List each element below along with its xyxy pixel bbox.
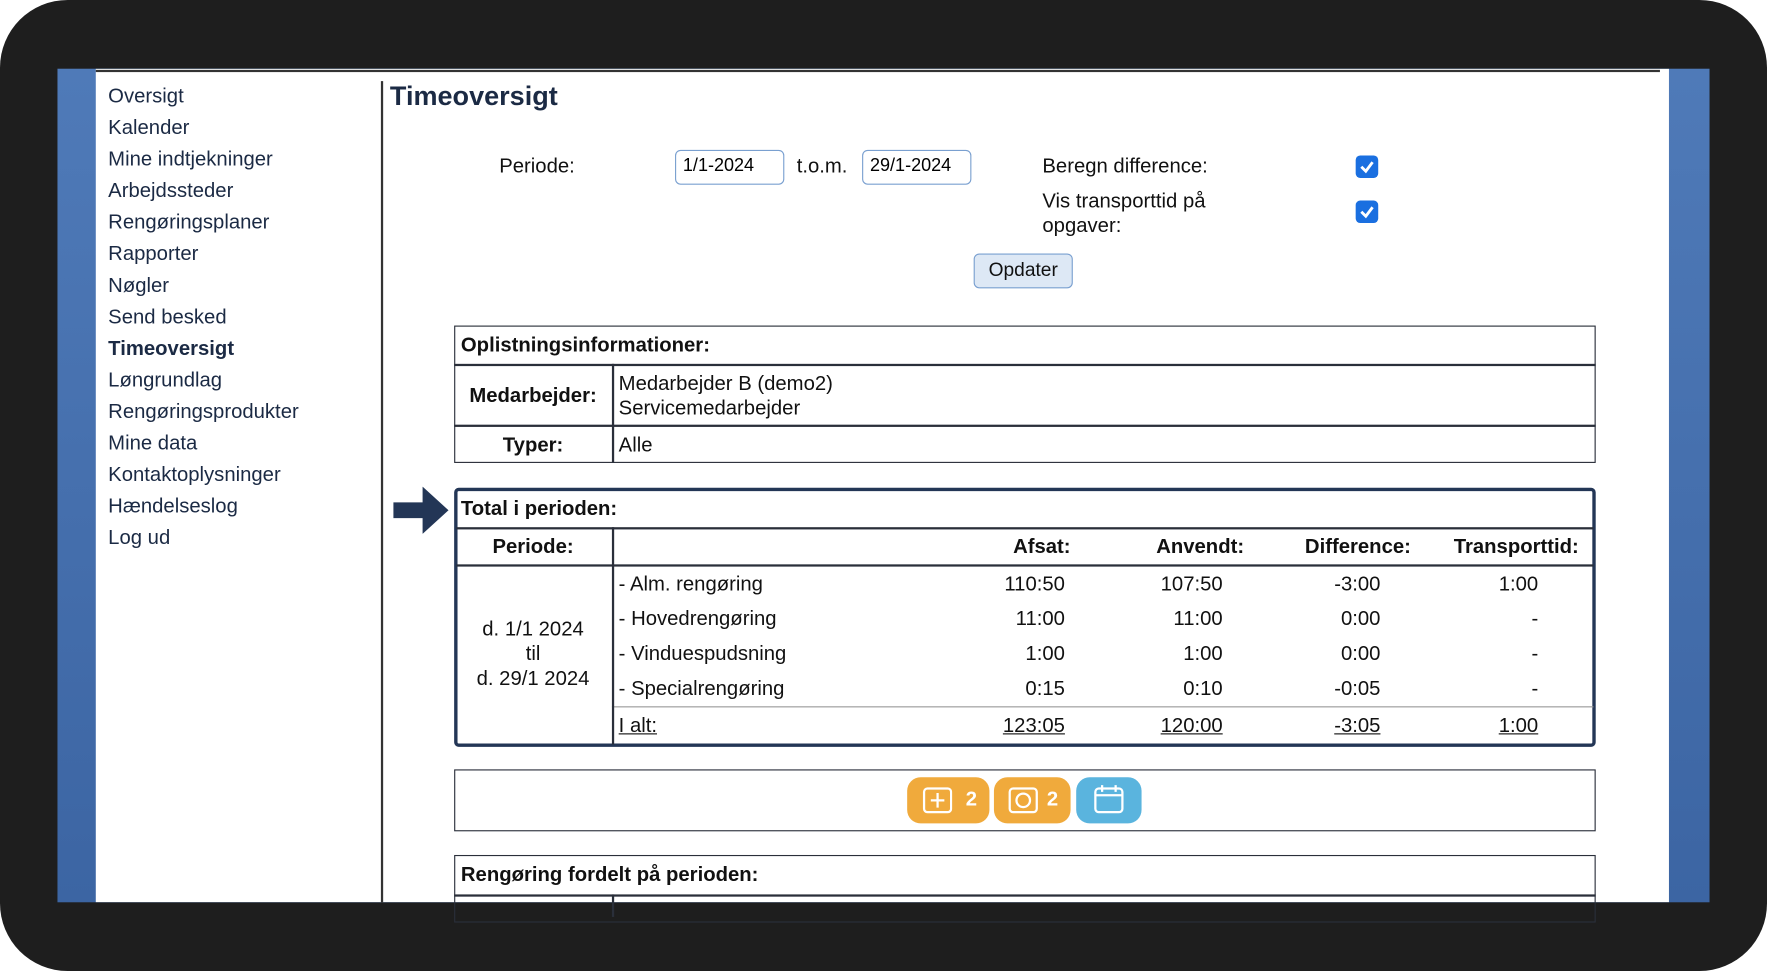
column-header: Anvendt: (1156, 535, 1245, 558)
cell: 0:10 (1183, 676, 1223, 700)
cell: 1:00 (1025, 642, 1065, 665)
section-table (454, 854, 1596, 923)
cell: -3:00 (1334, 572, 1381, 595)
period-label: Periode: (499, 154, 575, 177)
page-layer: Oversigt Kalender Mine indtjekninger Arbejd… (95, 69, 1660, 923)
menu-item[interactable]: Rengøringsprodukter (108, 399, 299, 423)
badge[interactable]: 2 (993, 777, 1071, 824)
to-label: t.o.m. (796, 154, 848, 177)
cell: - (1531, 607, 1539, 630)
cell: - (1531, 642, 1539, 665)
cell: 107:50 (1160, 572, 1223, 595)
badge[interactable]: 2 (907, 777, 990, 824)
to-input[interactable]: 29/1-2024 (862, 149, 972, 185)
from-input[interactable]: 1/1-2024 (675, 149, 785, 185)
column-header: Transporttid: (1453, 535, 1579, 558)
cell: 0:00 (1340, 607, 1381, 630)
column-header: Difference: (1304, 535, 1411, 558)
update-button[interactable]: Opdater (973, 253, 1073, 289)
total-label: I alt: (618, 714, 658, 737)
row-label: Typer: (502, 433, 564, 457)
menu-item[interactable]: Mine indtjekninger (108, 147, 273, 171)
table-title: Rengøring fordelt på perioden: (460, 862, 759, 886)
cell: Alle (618, 433, 653, 457)
checkbox[interactable] (1355, 200, 1379, 224)
table-title: Total i perioden: (460, 496, 618, 520)
cell: 11:00 (1173, 607, 1223, 630)
cell: - (1531, 676, 1539, 700)
content (95, 68, 1669, 903)
row-label: - Hovedrengøring (618, 607, 777, 630)
total-cell: -3:05 (1334, 714, 1381, 737)
menu-item[interactable]: Kalender (108, 116, 190, 139)
info-table (454, 325, 1596, 463)
checkbox[interactable] (1355, 155, 1379, 178)
diff-label: Beregn difference: (1042, 154, 1208, 177)
cell: 110:50 (1004, 572, 1065, 595)
period-text: d. 1/1 2024 (482, 617, 584, 640)
badge-count: 2 (965, 787, 978, 810)
table-title: Oplistningsinformationer: (460, 333, 710, 356)
badge[interactable] (1076, 777, 1142, 824)
menu-item[interactable]: Timeoversigt (108, 336, 235, 360)
cell: Medarbejder B (demo2) (618, 371, 833, 395)
menu-item[interactable]: Rengøringsplaner (108, 210, 270, 234)
cell: -0:05 (1334, 676, 1381, 700)
row-label: - Specialrengøring (618, 676, 785, 700)
cell: 0:15 (1025, 676, 1065, 700)
transport-label: Vis transporttid på opgaver: (1042, 189, 1206, 237)
cell: 0:00 (1340, 642, 1381, 665)
menu-item[interactable]: Arbejdssteder (108, 179, 234, 202)
cell: 11:00 (1015, 607, 1065, 630)
screen (57, 68, 1710, 903)
menu-item[interactable]: Hændelseslog (108, 494, 238, 518)
column-header: Periode: (492, 535, 574, 558)
menu-item[interactable]: Oversigt (108, 84, 184, 108)
column-header: Afsat: (1013, 535, 1071, 558)
menu-item[interactable]: Løngrundlag (108, 368, 223, 391)
cell: 1:00 (1183, 642, 1223, 665)
menu-item[interactable]: Nøgler (108, 273, 170, 297)
cell: Servicemedarbejder (618, 396, 801, 420)
total-cell: 1:00 (1498, 714, 1539, 737)
total-table (454, 487, 1596, 747)
period-text: d. 29/1 2024 (476, 666, 590, 690)
menu-item[interactable]: Kontaktoplysninger (108, 462, 281, 486)
page-title: Timeoversigt (389, 81, 558, 112)
row-label: - Alm. rengøring (618, 572, 763, 595)
row-label: - Vinduespudsning (618, 642, 787, 665)
badge-box (454, 769, 1596, 832)
cell: 1:00 (1498, 572, 1539, 595)
menu-item[interactable]: Log ud (108, 526, 171, 549)
menu-item[interactable]: Mine data (108, 431, 198, 454)
row-label: Medarbejder: (469, 384, 597, 407)
menu-item[interactable]: Rapporter (108, 242, 199, 265)
menu-item[interactable]: Send besked (108, 305, 227, 328)
total-cell: 120:00 (1160, 714, 1223, 737)
period-text: til (525, 642, 541, 665)
total-cell: 123:05 (1002, 714, 1065, 737)
badge-count: 2 (1046, 787, 1059, 810)
arrow (393, 486, 449, 534)
